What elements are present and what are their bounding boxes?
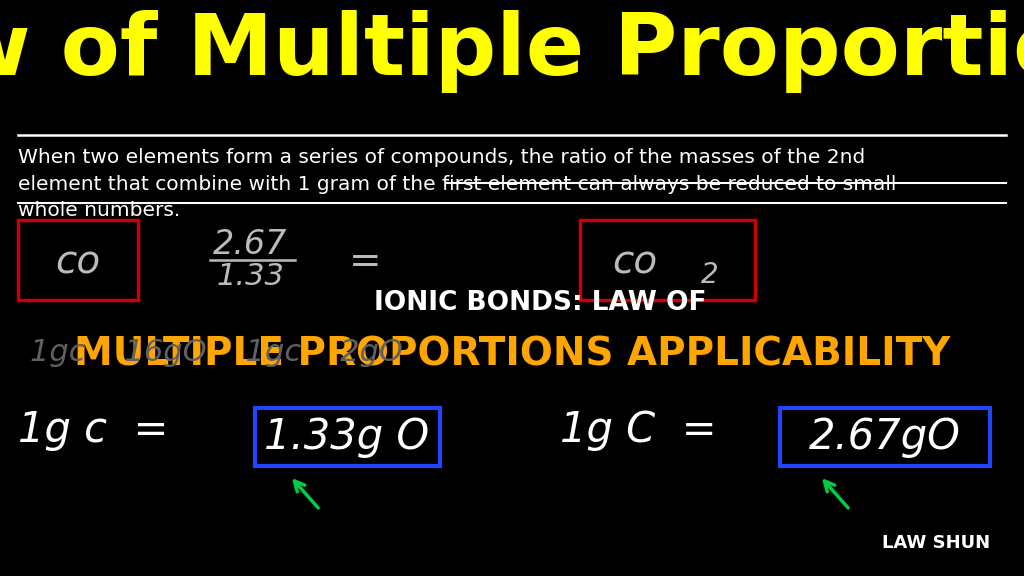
Text: 1g C  =: 1g C =: [560, 409, 717, 451]
Text: co: co: [55, 243, 100, 281]
Text: MULTIPLE PROPORTIONS APPLICABILITY: MULTIPLE PROPORTIONS APPLICABILITY: [74, 335, 950, 373]
Bar: [18, 220, 138, 300]
Text: 2.67gO: 2.67gO: [809, 416, 961, 458]
Bar: [255, 408, 440, 466]
Text: =: =: [349, 243, 381, 281]
Bar: [580, 220, 755, 300]
Text: 2: 2: [701, 261, 719, 289]
Text: LAW SHUN: LAW SHUN: [882, 534, 990, 552]
Text: Law of Multiple Proportions: Law of Multiple Proportions: [0, 10, 1024, 93]
Text: 1g c  =: 1g c =: [18, 409, 168, 451]
Text: 1.33g O: 1.33g O: [264, 416, 429, 458]
Text: 1gc    16gO    1gc    2gO: 1gc 16gO 1gc 2gO: [30, 338, 402, 367]
Text: 1.33: 1.33: [216, 262, 284, 291]
Text: co: co: [612, 243, 657, 281]
Bar: [780, 408, 990, 466]
Text: IONIC BONDS: LAW OF: IONIC BONDS: LAW OF: [374, 290, 707, 316]
Text: 2.67: 2.67: [213, 228, 287, 261]
Text: When two elements form a series of compounds, the ratio of the masses of the 2nd: When two elements form a series of compo…: [18, 148, 896, 220]
